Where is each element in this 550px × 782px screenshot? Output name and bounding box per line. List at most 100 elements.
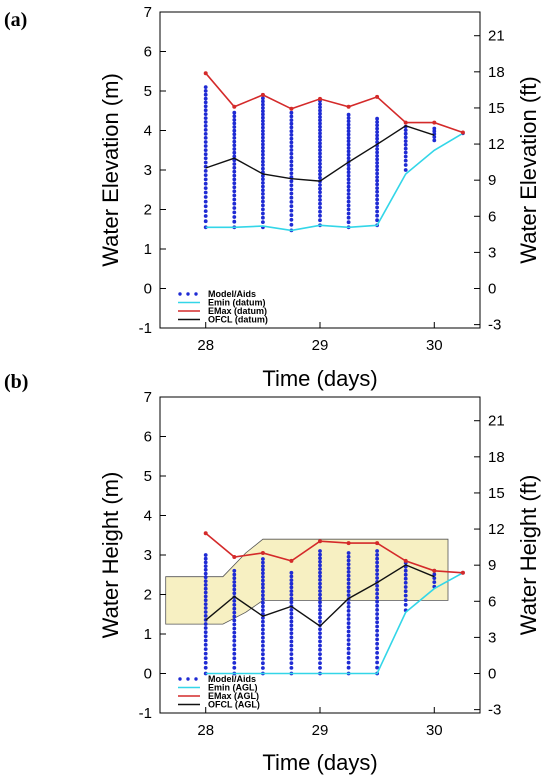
model-aid-point-a (261, 115, 265, 120)
model-aid-point-b (318, 661, 322, 665)
model-aid-point-a (375, 182, 379, 187)
model-aid-point-a (261, 149, 265, 154)
model-aid-point-b (261, 567, 265, 572)
model-aid-point-b (289, 627, 294, 632)
emax-point-b (375, 541, 380, 546)
y-tick-label-a: 7 (144, 4, 152, 21)
legend-swatch-b (186, 677, 190, 681)
model-aid-point-a (261, 177, 265, 182)
model-aid-point-a (346, 199, 351, 204)
model-aid-point-a (318, 205, 322, 210)
model-aid-point-b (261, 648, 265, 652)
model-aid-point-b (346, 638, 351, 642)
model-aid-point-a (289, 163, 294, 168)
model-aid-point-a (375, 126, 379, 131)
model-aid-point-b (232, 665, 237, 670)
model-aid-point-b (346, 593, 351, 597)
model-aid-point-b (289, 661, 294, 665)
model-aid-point-b (261, 661, 265, 666)
model-aid-point-a (232, 121, 237, 126)
model-aid-point-a (346, 129, 351, 134)
model-aid-point-b (232, 568, 237, 573)
model-aid-point-a (232, 177, 237, 182)
y-right-tick-label-b: 3 (488, 629, 496, 646)
model-aid-point-a (403, 150, 408, 155)
model-aid-point-b (346, 665, 351, 670)
x-tick-label-b: 30 (426, 722, 443, 739)
model-aid-point-a (346, 195, 351, 200)
model-aid-point-a (261, 152, 265, 157)
model-aid-point-a (261, 215, 265, 220)
x-axis-title-a: Time (days) (262, 366, 377, 391)
model-aid-point-a (346, 192, 351, 196)
legend-label-a: EMax (datum) (208, 306, 267, 316)
model-aid-point-b (289, 600, 294, 605)
model-aid-point-b (261, 604, 265, 609)
model-aid-point-b (203, 647, 208, 651)
model-aid-point-b (289, 611, 294, 616)
y-tick-label-a: 2 (144, 202, 152, 219)
model-aid-point-b (261, 616, 265, 620)
model-aid-point-a (289, 136, 294, 141)
model-aid-point-a (232, 136, 237, 140)
emax-point-a (260, 92, 265, 97)
model-aid-point-b (375, 637, 379, 642)
model-aid-point-b (375, 655, 379, 660)
model-aid-point-b (232, 606, 237, 611)
emax-point-a (203, 71, 208, 76)
model-aid-point-a (375, 213, 379, 218)
y-right-tick-label-b: 0 (488, 666, 496, 683)
model-aid-point-b (232, 622, 237, 627)
model-aid-point-b (375, 646, 379, 651)
model-aid-point-b (346, 646, 351, 651)
model-aid-point-a (375, 130, 379, 134)
model-aid-point-a (232, 185, 237, 190)
model-aid-point-a (289, 140, 294, 145)
model-aid-point-a (232, 215, 237, 219)
model-aid-point-a (261, 125, 265, 130)
model-aid-point-a (261, 112, 265, 117)
model-aid-point-a (203, 120, 208, 124)
model-aid-point-a (203, 116, 208, 120)
model-aid-point-b (318, 600, 322, 605)
model-aid-point-b (289, 619, 294, 624)
model-aid-point-a (232, 197, 237, 202)
model-aid-point-a (375, 197, 379, 202)
model-aid-point-b (346, 651, 351, 656)
model-aid-point-a (203, 169, 208, 173)
model-aid-point-b (232, 647, 237, 652)
model-aid-point-a (375, 168, 379, 172)
model-aid-point-b (318, 647, 322, 652)
model-aid-point-a (289, 222, 294, 227)
model-aid-point-a (318, 155, 322, 159)
model-aid-point-a (318, 183, 322, 187)
model-aid-point-b (346, 617, 351, 621)
model-aid-point-b (318, 574, 322, 579)
model-aid-point-b (403, 593, 408, 598)
model-aid-point-a (346, 149, 351, 154)
model-aid-point-a (432, 126, 437, 131)
model-aid-point-a (261, 211, 265, 216)
model-aid-point-b (289, 596, 294, 601)
model-aid-point-a (261, 188, 265, 193)
model-aid-point-b (203, 606, 208, 610)
model-aid-point-b (375, 556, 379, 561)
model-aid-point-b (289, 578, 294, 582)
model-aid-point-a (346, 207, 351, 212)
emax-point-a (460, 130, 465, 135)
model-aid-point-a (232, 162, 237, 166)
model-aid-point-b (375, 553, 379, 557)
model-aid-point-a (318, 194, 322, 199)
legend-label-b: Emin (AGL) (208, 683, 258, 693)
model-aid-point-b (375, 564, 379, 569)
model-aid-point-b (261, 656, 265, 661)
model-aid-point-a (346, 211, 351, 216)
model-aid-point-a (289, 208, 294, 213)
model-aid-point-a (232, 193, 237, 198)
model-aid-point-b (403, 576, 408, 581)
model-aid-point-b (346, 570, 351, 574)
model-aid-point-a (346, 126, 351, 130)
